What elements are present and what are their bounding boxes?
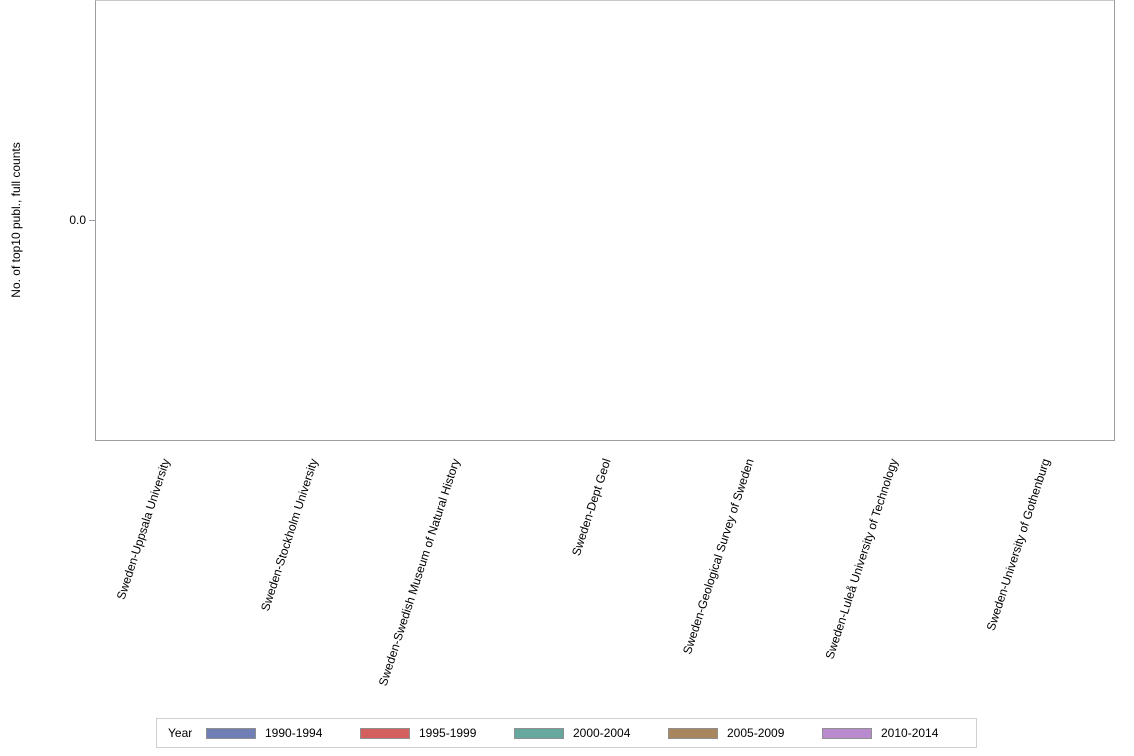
legend-swatch <box>206 727 256 739</box>
legend-item-1995-1999: 1995-1999 <box>360 726 514 740</box>
x-axis-label-uppsala: Sweden-Uppsala University <box>113 456 173 602</box>
legend-label: 2010-2014 <box>881 726 939 740</box>
y-axis-label: No. of top10 publ., full counts <box>9 142 23 298</box>
x-axis-label-dept-geol: Sweden-Dept Geol <box>569 456 614 558</box>
legend-label: 2005-2009 <box>727 726 785 740</box>
x-axis-label-stockholm: Sweden-Stockholm University <box>258 456 321 613</box>
legend-title: Year <box>168 726 193 740</box>
x-axis-label-lulea: Sweden-Luleå University of Technology <box>822 456 901 661</box>
legend-label: 2000-2004 <box>573 726 631 740</box>
plot-area <box>95 0 1115 441</box>
legend-item-2005-2009: 2005-2009 <box>668 726 822 740</box>
legend-label: 1990-1994 <box>265 726 323 740</box>
legend-item-1990-1994: 1990-1994 <box>206 726 360 740</box>
legend-item-2010-2014: 2010-2014 <box>822 726 976 740</box>
legend-swatch <box>360 727 410 739</box>
legend-swatch <box>514 727 564 739</box>
y-tick-label: 0.0 <box>69 213 86 227</box>
legend-item-2000-2004: 2000-2004 <box>514 726 668 740</box>
x-axis-label-natural-history-museum: Sweden-Swedish Museum of Natural History <box>375 456 463 688</box>
legend-label: 1995-1999 <box>419 726 477 740</box>
legend-swatch <box>822 727 872 739</box>
y-tick-mark <box>89 220 95 221</box>
x-axis-label-gothenburg: Sweden-University of Gothenburg <box>983 456 1053 633</box>
legend: Year 1990-1994 1995-1999 2000-2004 2005-… <box>156 718 977 748</box>
legend-swatch <box>668 727 718 739</box>
x-axis-label-geological-survey: Sweden-Geological Survey of Sweden <box>680 456 757 656</box>
